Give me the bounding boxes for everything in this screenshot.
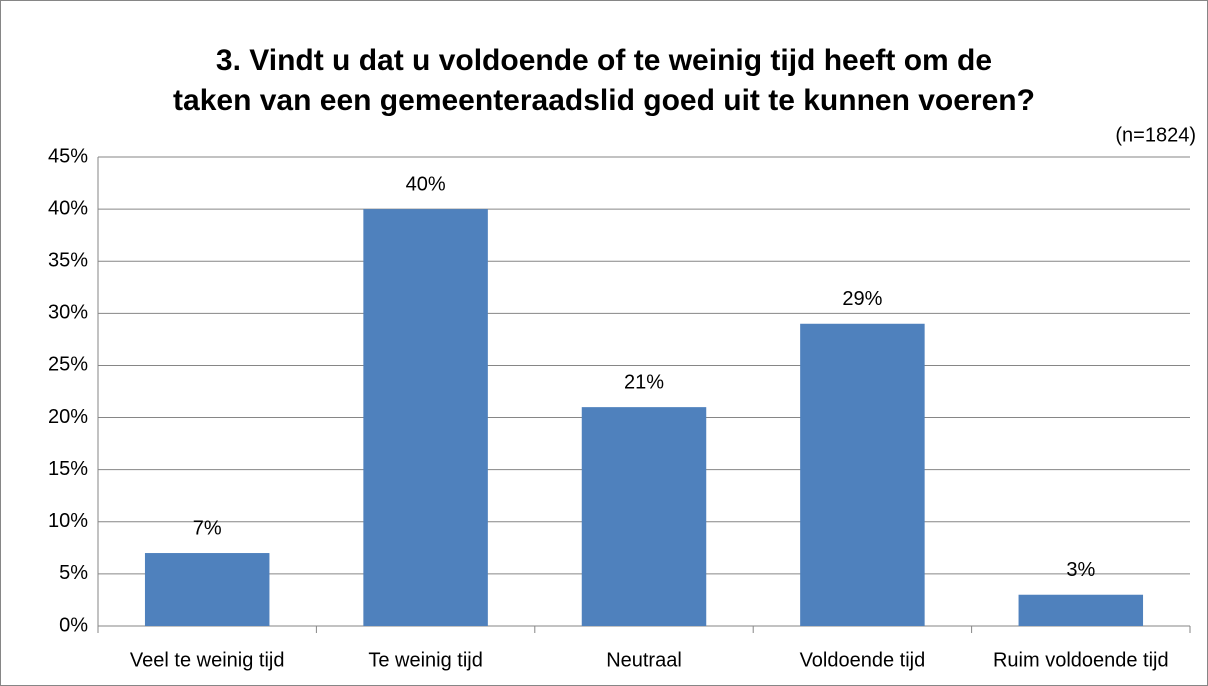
value-label: 7% (193, 517, 222, 539)
x-tick-label: Te weinig tijd (368, 649, 483, 671)
y-tick-label: 20% (48, 406, 88, 428)
y-tick-label: 40% (48, 197, 88, 219)
x-tick-label: Veel te weinig tijd (130, 649, 285, 671)
bar (581, 407, 707, 626)
y-tick-label: 45% (48, 145, 88, 167)
y-tick-label: 5% (59, 562, 88, 584)
y-tick-label: 0% (59, 614, 88, 636)
x-tick-label: Ruim voldoende tijd (993, 649, 1169, 671)
y-tick-label: 15% (48, 458, 88, 480)
value-label: 21% (624, 371, 664, 393)
value-label: 29% (842, 288, 882, 310)
x-tick-label: Voldoende tijd (800, 649, 926, 671)
value-label: 3% (1066, 559, 1095, 581)
chart-title: 3. Vindt u dat u voldoende of te weinig … (216, 44, 992, 77)
annotation: (n=1824) (1115, 124, 1196, 146)
y-tick-label: 25% (48, 354, 88, 376)
chart-title: taken van een gemeenteraadslid goed uit … (173, 84, 1035, 117)
bar (144, 553, 270, 626)
y-tick-label: 10% (48, 510, 88, 532)
y-tick-label: 30% (48, 302, 88, 324)
value-label: 40% (406, 173, 446, 195)
x-tick-label: Neutraal (606, 649, 682, 671)
bar (800, 323, 925, 626)
bar (1018, 594, 1144, 626)
y-tick-label: 35% (48, 250, 88, 272)
bar (363, 209, 488, 626)
